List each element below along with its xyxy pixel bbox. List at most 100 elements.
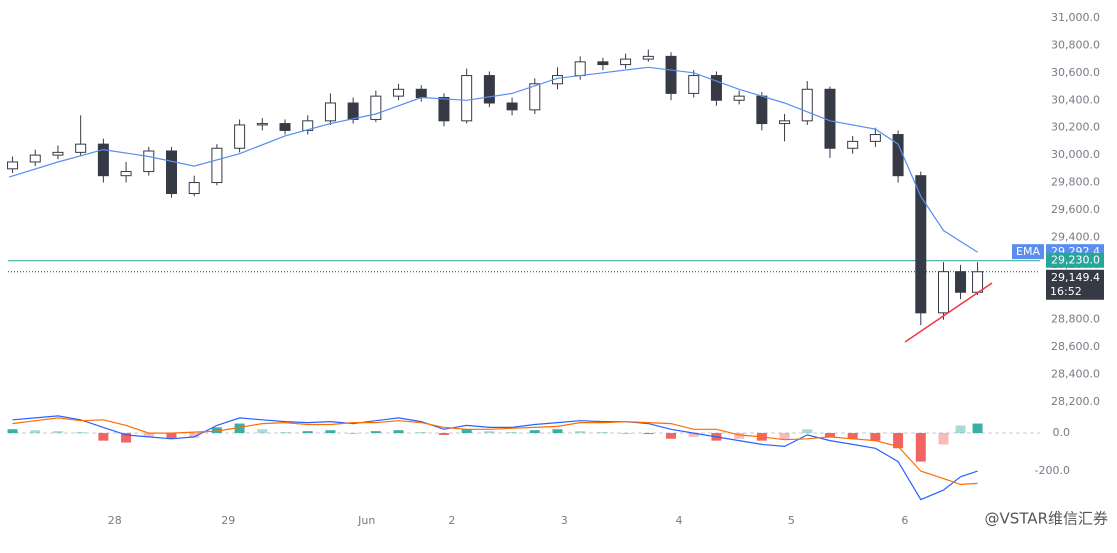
candle-body bbox=[370, 95, 382, 120]
y-tick-label: -200.0 bbox=[1035, 464, 1070, 477]
candle-body bbox=[756, 95, 768, 125]
macd-histogram-bar bbox=[166, 433, 177, 439]
candle-body bbox=[801, 88, 813, 122]
price-tag-bg bbox=[1046, 252, 1104, 268]
price-tag-label: 29,230.0 bbox=[1051, 254, 1100, 267]
macd-histogram-bar bbox=[484, 431, 495, 434]
ema-line bbox=[8, 66, 978, 253]
macd-histogram-bar bbox=[302, 431, 313, 434]
candle-body bbox=[143, 150, 155, 173]
plot-layer: 28 29 Jun 2 3 4 5 6 28,200.0 28,400.0 28,600.0 28,8… bbox=[7, 11, 1104, 527]
candle-body bbox=[688, 75, 700, 94]
candle-body bbox=[461, 75, 473, 122]
candle-body bbox=[824, 88, 836, 149]
candle-body bbox=[665, 55, 677, 94]
x-tick-label: Jun bbox=[357, 514, 375, 527]
macd-histogram-bar bbox=[257, 429, 268, 434]
macd-histogram-bar bbox=[666, 433, 677, 439]
candle-body bbox=[415, 88, 427, 99]
y-tick-label: 28,400.0 bbox=[1051, 368, 1100, 381]
macd-histogram-bar bbox=[507, 432, 518, 434]
y-tick-label: 28,800.0 bbox=[1051, 313, 1100, 326]
candle-body bbox=[302, 120, 314, 131]
macd-histogram-bar bbox=[370, 431, 381, 434]
x-tick-label: 5 bbox=[788, 514, 795, 527]
candle-body bbox=[972, 271, 984, 293]
macd-histogram-bar bbox=[972, 423, 983, 434]
candle-body bbox=[211, 147, 223, 184]
candle-body bbox=[188, 182, 200, 195]
macd-histogram-bar bbox=[915, 433, 926, 462]
x-tick-label: 29 bbox=[221, 514, 235, 527]
macd-histogram-bar bbox=[52, 431, 63, 434]
macd-histogram-bar bbox=[734, 433, 745, 439]
y-tick-label: 29,800.0 bbox=[1051, 176, 1100, 189]
y-tick-label: 31,000.0 bbox=[1051, 11, 1100, 24]
candle-body bbox=[438, 97, 450, 122]
macd-histogram-bar bbox=[280, 432, 291, 434]
x-tick-label: 3 bbox=[561, 514, 568, 527]
y-tick-label: 28,600.0 bbox=[1051, 340, 1100, 353]
y-tick-label: 29,400.0 bbox=[1051, 230, 1100, 243]
macd-histogram-bar bbox=[234, 423, 245, 434]
macd-histogram-bar bbox=[529, 430, 540, 434]
macd-histogram-bar bbox=[393, 430, 404, 434]
candle-body bbox=[7, 161, 19, 170]
macd-histogram-bar bbox=[643, 433, 654, 435]
candle-body bbox=[779, 120, 791, 125]
macd-histogram-bar bbox=[461, 429, 472, 434]
macd-histogram-bar bbox=[121, 433, 132, 443]
candle-body bbox=[120, 171, 132, 177]
macd-histogram-bar bbox=[143, 433, 154, 437]
candle-body bbox=[710, 75, 722, 101]
macd-histogram-bar bbox=[802, 429, 813, 434]
macd-histogram-bar bbox=[779, 433, 790, 440]
candle-body bbox=[29, 154, 41, 163]
watermark: @VSTAR维信汇券 bbox=[985, 510, 1108, 528]
x-tick-label: 6 bbox=[901, 514, 908, 527]
price-tag-bg bbox=[1046, 269, 1104, 300]
candle-body bbox=[597, 61, 609, 66]
candle-body bbox=[393, 88, 405, 97]
macd-histogram-bar bbox=[870, 433, 881, 441]
macd-histogram-bar bbox=[7, 429, 18, 434]
candle-body bbox=[529, 83, 541, 111]
x-tick-label: 4 bbox=[675, 514, 682, 527]
candle-body bbox=[256, 123, 268, 126]
countdown-label: 16:52 bbox=[1050, 285, 1082, 298]
y-tick-label: 30,400.0 bbox=[1051, 93, 1100, 106]
macd-histogram-bar bbox=[416, 432, 427, 434]
macd-histogram-bar bbox=[955, 425, 966, 434]
macd-histogram-bar bbox=[30, 430, 41, 434]
macd-histogram-bar bbox=[438, 433, 449, 435]
macd-histogram-bar bbox=[552, 429, 563, 434]
candle-body bbox=[869, 134, 881, 142]
ema-tag-name: EMA bbox=[1016, 245, 1040, 258]
candle-body bbox=[506, 102, 518, 111]
macd-histogram-bar bbox=[893, 433, 904, 449]
candle-body bbox=[483, 75, 495, 104]
y-tick-label: 29,600.0 bbox=[1051, 203, 1100, 216]
price-tag-label: 29,149.4 bbox=[1051, 271, 1100, 284]
macd-histogram-bar bbox=[824, 433, 835, 437]
macd-histogram-bar bbox=[325, 430, 336, 434]
y-tick-label: 28,200.0 bbox=[1051, 395, 1100, 408]
y-tick-label: 30,200.0 bbox=[1051, 121, 1100, 134]
y-tick-label: 30,000.0 bbox=[1051, 148, 1100, 161]
macd-histogram-bar bbox=[938, 433, 949, 445]
candle-body bbox=[955, 271, 967, 293]
candle-body bbox=[234, 124, 246, 149]
candle-body bbox=[620, 58, 632, 66]
candle-body bbox=[733, 95, 745, 101]
candle-body bbox=[52, 151, 64, 156]
macd-histogram-bar bbox=[597, 432, 608, 434]
trend-line bbox=[904, 282, 993, 343]
macd-histogram-bar bbox=[189, 433, 200, 438]
x-tick-label: 2 bbox=[448, 514, 455, 527]
candle-body bbox=[75, 143, 87, 153]
candle-body bbox=[347, 102, 359, 120]
macd-histogram-bar bbox=[98, 433, 109, 441]
ema-tag-bg bbox=[1012, 244, 1044, 260]
candle-body bbox=[97, 143, 109, 177]
